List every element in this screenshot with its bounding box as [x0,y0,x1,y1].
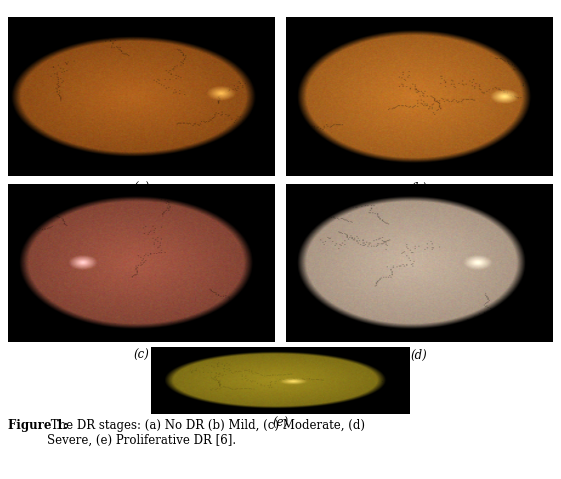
Text: (e): (e) [273,417,288,430]
Text: (a): (a) [134,182,150,195]
Text: (d): (d) [411,349,427,362]
Text: The DR stages: (a) No DR (b) Mild, (c) Moderate, (d)
Severe, (e) Proliferative D: The DR stages: (a) No DR (b) Mild, (c) M… [47,419,365,447]
Text: (b): (b) [411,182,427,195]
Text: (c): (c) [134,349,150,362]
Text: Figure 1:: Figure 1: [8,419,68,432]
